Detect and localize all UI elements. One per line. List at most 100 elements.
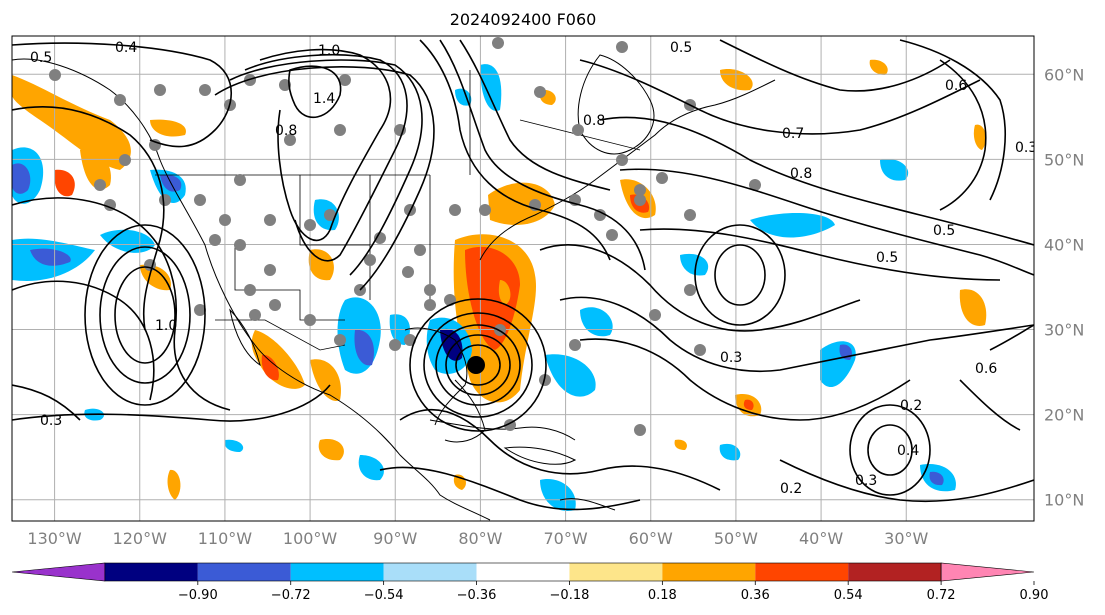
contour-label: 0.3 [1015, 140, 1037, 156]
colorbar-segment [848, 563, 942, 581]
station-dot [234, 174, 246, 186]
station-dot [119, 154, 131, 166]
station-dot [49, 69, 61, 81]
contour-label: 0.5 [876, 250, 898, 266]
colorbar-extend-max [940, 562, 1035, 582]
station-dot [492, 37, 504, 49]
station-dot [264, 264, 276, 276]
contour-label: 0.8 [790, 166, 812, 182]
storm-center-marker [467, 356, 485, 374]
contour-lines [12, 39, 1034, 511]
longitude-tick-label: 120°W [113, 529, 168, 548]
station-dot [389, 339, 401, 351]
colorbar-tick-label: −0.72 [271, 588, 311, 603]
station-dot [209, 234, 221, 246]
latitude-tick-label: 10°N [1044, 491, 1084, 510]
contour-label: 1.0 [155, 318, 177, 334]
longitude-tick-label: 50°W [714, 529, 758, 548]
station-dot [634, 184, 646, 196]
station-dot [572, 124, 584, 136]
station-dot [364, 254, 376, 266]
station-dot [424, 299, 436, 311]
contour-label: 0.8 [583, 113, 605, 129]
colorbar-segment [290, 563, 384, 581]
station-dot [594, 209, 606, 221]
colorbar-tick-label: 0.72 [927, 588, 956, 603]
longitude-labels: 130°W 120°W 110°W 100°W 90°W 80°W 70°W 60°W 50°W… [27, 529, 928, 548]
contour-label: 0.7 [782, 126, 804, 142]
station-dot [304, 314, 316, 326]
station-dot [649, 309, 661, 321]
colorbar-segment [569, 563, 663, 581]
latitude-labels: 60°N 50°N 40°N 30°N 20°N 10°N [1044, 65, 1084, 509]
colorbar-tick-label: −0.90 [178, 588, 218, 603]
station-dot [154, 84, 166, 96]
colorbar-tick-label: 0.90 [1020, 588, 1049, 603]
latitude-tick-label: 40°N [1044, 235, 1084, 254]
station-dot [684, 209, 696, 221]
latitude-tick-label: 20°N [1044, 406, 1084, 425]
station-dot [244, 74, 256, 86]
station-dot [149, 139, 161, 151]
colorbar-extend-min [11, 562, 106, 582]
contour-label: 0.4 [115, 40, 137, 56]
station-dot [479, 204, 491, 216]
latitude-tick-label: 60°N [1044, 65, 1084, 84]
station-dot [634, 194, 646, 206]
station-dot [424, 284, 436, 296]
station-dot [194, 304, 206, 316]
longitude-tick-label: 30°W [884, 529, 928, 548]
station-dot [244, 284, 256, 296]
station-dot [374, 232, 386, 244]
station-dot [269, 299, 281, 311]
station-dot [449, 204, 461, 216]
contour-label: 0.3 [720, 350, 742, 366]
contour-label: 0.5 [933, 223, 955, 239]
station-dot [606, 229, 618, 241]
station-dot [114, 94, 126, 106]
station-dot [284, 134, 296, 146]
station-dot [334, 124, 346, 136]
contour-label: 0.2 [900, 398, 922, 414]
longitude-tick-label: 70°W [543, 529, 587, 548]
station-dot [159, 194, 171, 206]
contour-label: 0.8 [275, 123, 297, 139]
station-dot [534, 86, 546, 98]
station-dot [414, 244, 426, 256]
station-dot [94, 179, 106, 191]
coastlines [12, 54, 776, 521]
contour-label: 0.3 [40, 413, 62, 429]
station-dot [402, 266, 414, 278]
station-dot [324, 209, 336, 221]
map-plot-area: 0.5 0.4 1.0 1.4 0.8 0.5 0.7 0.8 0.5 0.5 … [12, 36, 1037, 521]
contour-label: 0.6 [945, 78, 967, 94]
contour-label: 0.5 [670, 40, 692, 56]
colorbar-segment [197, 563, 291, 581]
station-dot [219, 214, 231, 226]
colorbar: −0.90 −0.72 −0.54 −0.36 −0.18 0.18 0.36 0.54 0.7… [11, 562, 1049, 603]
contour-label: 0.2 [780, 481, 802, 497]
station-dot [234, 239, 246, 251]
station-dot [749, 179, 761, 191]
colorbar-tick-label: 0.36 [741, 588, 770, 603]
colorbar-segment [755, 563, 849, 581]
longitude-tick-label: 100°W [283, 529, 338, 548]
contour-label: 0.5 [30, 50, 52, 66]
station-dot [264, 214, 276, 226]
latitude-tick-label: 30°N [1044, 321, 1084, 340]
colorbar-tick-label: −0.36 [457, 588, 497, 603]
station-markers [49, 37, 761, 436]
contour-label: 0.3 [855, 473, 877, 489]
colorbar-segment [383, 563, 477, 581]
longitude-tick-label: 40°W [799, 529, 843, 548]
plot-frame [11, 35, 1035, 522]
latitude-tick-label: 50°N [1044, 150, 1084, 169]
station-dot [694, 344, 706, 356]
colorbar-tick-label: 0.18 [648, 588, 677, 603]
station-dot [569, 339, 581, 351]
colorbar-segment [104, 563, 198, 581]
contour-labels: 0.5 0.4 1.0 1.4 0.8 0.5 0.7 0.8 0.5 0.5 … [30, 40, 1037, 497]
figure-title: 2024092400 F060 [449, 10, 597, 29]
station-dot [194, 194, 206, 206]
